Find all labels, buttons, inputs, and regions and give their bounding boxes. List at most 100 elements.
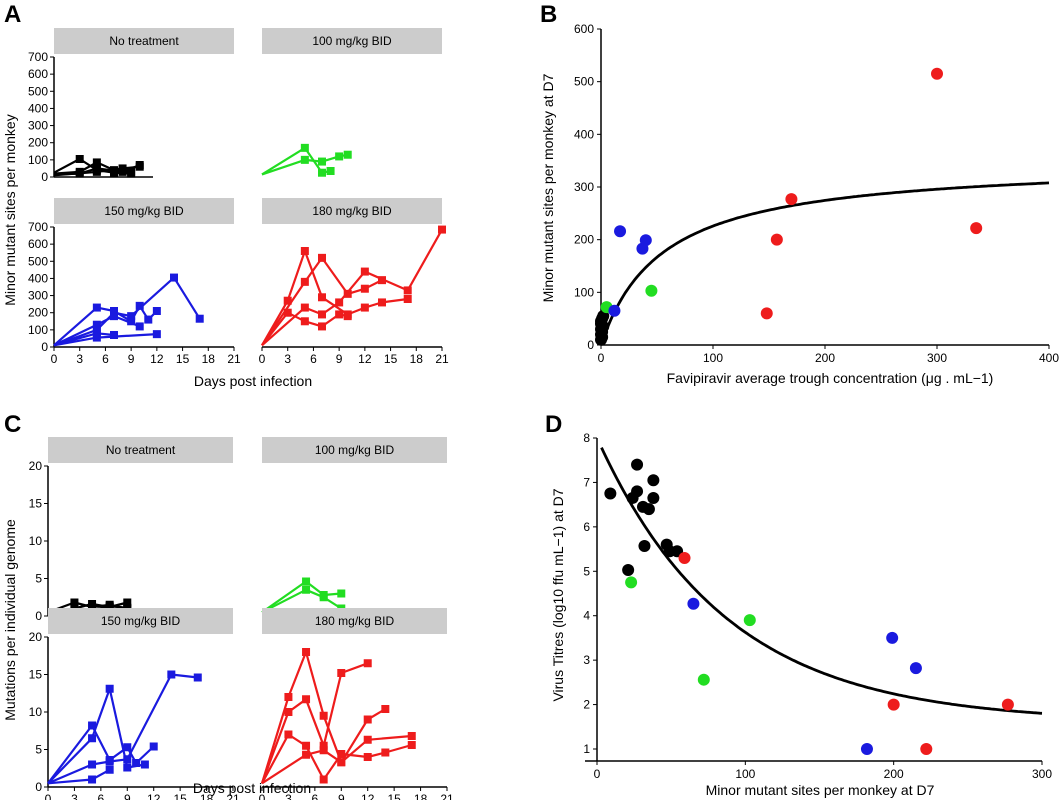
data-point [970,222,983,235]
data-point [886,631,899,644]
x-tick-label: 200 [815,351,835,365]
y-tick-label: 400 [28,101,48,115]
y-tick-label: 20 [29,630,43,644]
y-tick-label: 200 [574,233,594,247]
data-point [639,234,652,247]
x-tick-label: 9 [338,792,345,800]
series-line [260,659,372,784]
data-point [360,303,369,312]
facet-title: 180 mg/kg BID [312,204,392,218]
data-point [608,304,621,317]
data-point [300,277,309,286]
data-point [337,750,346,758]
data-point [909,662,922,675]
data-point [403,286,412,295]
data-point [319,593,328,602]
panel-c: C No treatment 0 5 10 15 20 100 mg/kg BID 150 m… [2,411,454,800]
data-point [622,563,635,576]
data-point [596,331,609,344]
facet-strip [262,198,442,224]
data-point [743,614,756,627]
y-tick-label: 5 [35,572,42,586]
facet-title: 100 mg/kg BID [312,34,392,48]
data-point [335,152,344,161]
y-tick-label: 1 [583,742,590,756]
data-point [363,659,372,668]
x-tick-label: 18 [200,792,214,800]
data-point [302,648,311,656]
facet-strip [54,198,234,224]
y-tick-label: 2 [583,698,590,712]
data-point [319,775,328,784]
data-point [1001,698,1014,711]
series-path [53,276,201,347]
facet-strip [48,608,233,634]
data-point [302,577,311,586]
series-path [53,165,140,177]
y-tick-label: 300 [28,289,48,303]
data-point [149,742,158,751]
y-tick-label: 500 [28,84,48,98]
x-tick-label: 15 [173,792,187,800]
x-tick-label: 15 [176,352,190,366]
y-tick-label: 600 [28,237,48,251]
facet-180-mg-kg-bid: 180 mg/kg BID 0 3 6 9 12 15 18 21 [259,608,454,800]
y-axis-label: Minor mutant sites per monkey [2,114,18,305]
data-point [152,307,161,315]
y-tick-label: 20 [29,459,43,473]
data-point [127,167,136,176]
data-point [105,684,114,693]
x-tick-label: 9 [128,352,135,366]
x-tick-label: 400 [1039,351,1059,365]
data-point [647,474,660,487]
data-point [697,673,710,686]
data-point [167,670,176,679]
x-tick-label: 21 [227,352,241,366]
y-tick-label: 200 [28,136,48,150]
x-tick-label: 0 [259,792,266,800]
facet-title: 150 mg/kg BID [104,204,184,218]
y-tick-label: 5 [35,743,42,757]
data-point [135,162,144,171]
x-tick-label: 12 [358,352,372,366]
data-point [123,763,132,772]
data-point [195,314,204,323]
series-path [47,673,198,785]
data-point [75,155,84,163]
data-point [403,295,412,303]
data-point [363,715,372,724]
y-tick-label: 0 [35,780,42,794]
series-line [47,684,149,785]
data-point [300,155,309,164]
data-point [335,310,344,319]
data-point [88,734,97,743]
series-path [261,229,443,347]
data-point [284,730,293,739]
data-point [302,750,311,759]
x-tick-label: 9 [336,352,343,366]
data-point [760,307,773,320]
data-point [378,298,386,307]
data-point [343,150,352,159]
panel-label-d: D [545,411,562,438]
data-point [284,693,293,701]
data-point [144,315,153,324]
x-tick-label: 12 [147,792,161,800]
y-tick-label: 8 [583,431,590,445]
facet-strip [262,437,447,463]
facet-strip [262,28,442,54]
panel-label-b: B [540,1,557,28]
facet-180-mg-kg-bid: 180 mg/kg BID 0 3 6 9 12 15 18 21 [259,198,449,366]
y-tick-label: 100 [28,323,48,337]
data-point [363,753,372,761]
data-point [127,312,136,321]
data-point [302,695,311,704]
y-tick-label: 10 [29,534,43,548]
x-tick-label: 200 [884,767,904,781]
data-point [337,669,346,677]
y-tick-label: 4 [583,609,590,623]
data-point [318,157,326,166]
data-point [337,589,346,598]
series-path [260,662,369,784]
